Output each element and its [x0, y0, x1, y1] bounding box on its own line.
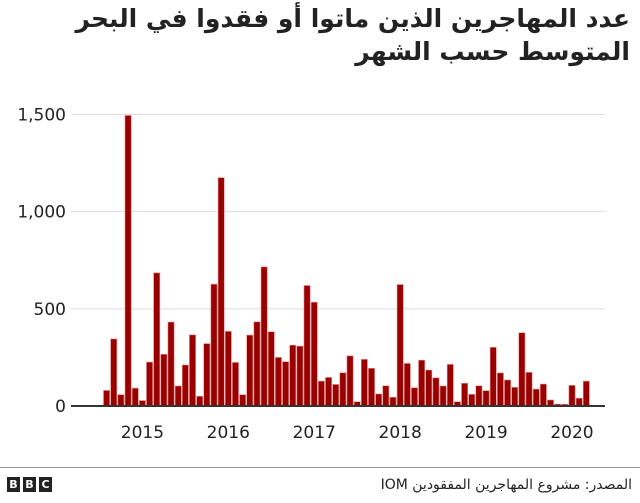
bar [389, 396, 397, 407]
bar [310, 301, 318, 407]
y-tick-label: 500 [34, 300, 66, 320]
bar [575, 397, 583, 407]
bar [332, 384, 340, 407]
bar [439, 385, 447, 407]
bar [425, 369, 433, 407]
bar [289, 344, 297, 407]
bar [518, 332, 526, 407]
y-tick-label: 1,000 [17, 203, 66, 223]
bar-chart: 0 500 1,000 1,500 2015 2016 2017 2018 2019 2020 [17, 106, 605, 443]
bar [160, 354, 168, 407]
bar [217, 177, 225, 407]
bar [210, 283, 218, 407]
bar [181, 364, 189, 407]
x-tick-label: 2019 [464, 423, 507, 443]
bbc-logo-block: C [39, 477, 52, 492]
bar [296, 345, 304, 407]
bar [532, 388, 540, 407]
bar [482, 390, 490, 407]
x-tick-label: 2020 [550, 423, 593, 443]
bar [539, 383, 547, 407]
chart-title: عدد المهاجرين الذين ماتوا أو فقدوا في ال… [75, 4, 630, 66]
x-tick-label: 2015 [121, 423, 164, 443]
bar [568, 385, 576, 407]
bar [461, 382, 468, 407]
bar [110, 338, 118, 407]
y-tick-label: 0 [55, 397, 66, 417]
footer-divider [0, 467, 640, 468]
bar [153, 272, 161, 407]
bar [117, 394, 125, 407]
bar [475, 385, 483, 407]
bar [504, 379, 511, 407]
bar [239, 394, 247, 407]
bar [446, 364, 454, 407]
gridlines [71, 114, 605, 310]
bar [124, 115, 132, 407]
bar [317, 380, 325, 407]
bar [167, 321, 175, 407]
bar [232, 362, 239, 407]
bar [275, 357, 282, 407]
bar [489, 347, 497, 407]
bar [396, 284, 404, 407]
bar [303, 285, 311, 407]
bar [496, 372, 504, 407]
x-tick-label: 2016 [207, 423, 250, 443]
bbc-logo-block: B [23, 477, 36, 492]
bar [418, 359, 426, 407]
bar [403, 363, 411, 407]
bars [103, 115, 590, 407]
bar [203, 343, 211, 407]
bar [131, 387, 139, 407]
bar [411, 387, 418, 407]
x-axis-labels: 2015 2016 2017 2018 2019 2020 [121, 423, 594, 443]
bar [432, 377, 440, 407]
bar [325, 377, 332, 407]
source-note: المصدر: مشروع المهاجرين المفقودين IOM [380, 477, 632, 493]
bbc-logo-block: B [7, 477, 20, 492]
bar [375, 393, 383, 407]
bar [339, 372, 347, 407]
bar [174, 385, 182, 407]
bar [360, 359, 368, 407]
bar [253, 321, 261, 407]
bbc-logo: B B C [7, 477, 52, 492]
bar [468, 394, 476, 407]
bar [146, 361, 153, 407]
bar [382, 385, 390, 407]
y-tick-label: 1,500 [17, 106, 66, 126]
bar [346, 355, 354, 407]
bar [103, 390, 110, 407]
bar [525, 372, 533, 407]
bar [189, 334, 196, 407]
bar [368, 367, 375, 407]
bar [196, 395, 204, 407]
bar [267, 331, 275, 407]
bar [511, 387, 519, 407]
bar [282, 361, 289, 407]
x-tick-label: 2017 [293, 423, 336, 443]
x-tick-label: 2018 [379, 423, 422, 443]
bar [260, 266, 268, 407]
bar [582, 380, 590, 407]
bar [224, 331, 232, 407]
y-axis-labels: 0 500 1,000 1,500 [17, 106, 66, 418]
bar [246, 334, 254, 407]
